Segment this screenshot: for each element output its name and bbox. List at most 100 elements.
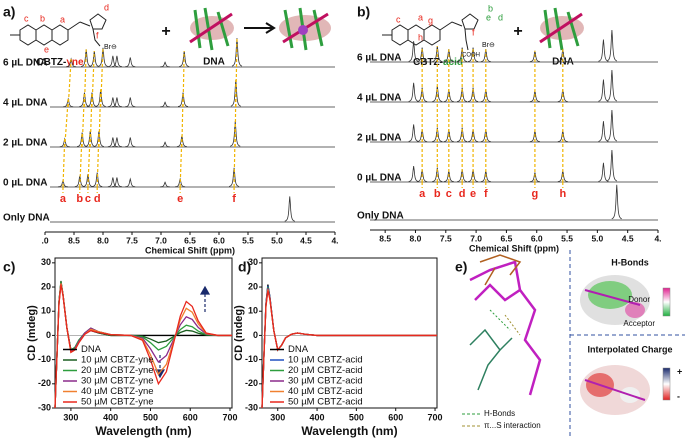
- dna-sketch: [539, 7, 584, 51]
- plot-frame: [261, 257, 438, 409]
- peak: [107, 177, 118, 188]
- shift-connector: [89, 92, 93, 148]
- y-tick-label: 30: [41, 257, 51, 267]
- donor-label: Donor: [628, 295, 650, 304]
- y-axis-label: CD (mdeg): [26, 305, 38, 361]
- docking-view: [462, 250, 685, 439]
- peak: [107, 55, 118, 68]
- x-tick-label: 500: [349, 412, 364, 422]
- legend-label: 40 µM CBTZ-acid: [288, 386, 363, 397]
- structure-letter: e: [44, 44, 49, 54]
- counterion: Br⊖: [482, 42, 495, 49]
- x-axis-label: Wavelength (nm): [301, 424, 397, 438]
- plot-frame: [54, 257, 233, 409]
- plus-sign: +: [161, 23, 170, 40]
- x-tick-label: 400: [103, 412, 118, 422]
- structure-letter: c: [24, 13, 29, 23]
- peak-label: a: [419, 188, 426, 200]
- shift-connector: [87, 130, 91, 188]
- peak: [177, 92, 189, 107]
- peak: [125, 57, 136, 68]
- peak-label: c: [446, 188, 452, 200]
- peak-label: e: [177, 193, 183, 205]
- peak-label: b: [434, 188, 441, 200]
- row-label: 0 µL DNA: [357, 173, 401, 184]
- dna-sketch: [189, 7, 234, 51]
- peak: [125, 177, 136, 188]
- structure-a: [10, 13, 107, 47]
- y-tick-label: 10: [41, 306, 51, 316]
- legend-label: 30 µM CBTZ-yne: [81, 376, 154, 387]
- legend-label: DNA: [288, 344, 309, 355]
- peak: [160, 141, 171, 148]
- x-tick-label: 6.5: [184, 235, 196, 245]
- x-tick-label: 8.5: [68, 235, 80, 245]
- row-label: 0 µL DNA: [3, 178, 47, 189]
- row-label: 6 µL DNA: [3, 58, 47, 69]
- panel-label: b): [357, 4, 370, 20]
- x-tick-label: 7.5: [126, 235, 138, 245]
- x-tick-label: 600: [183, 412, 198, 422]
- y-tick-label: -20: [245, 378, 258, 388]
- peak: [125, 137, 136, 148]
- legend-label: 10 µM CBTZ-yne: [81, 355, 154, 366]
- peak: [529, 172, 540, 183]
- row-label: 4 µL DNA: [3, 98, 47, 109]
- structure-letter: d: [104, 2, 109, 12]
- y-tick-label: 20: [248, 281, 258, 291]
- peak: [417, 47, 428, 62]
- legend-label: 30 µM CBTZ-acid: [288, 376, 363, 387]
- peak: [598, 162, 609, 182]
- surface-title: H-Bonds: [611, 257, 649, 267]
- peak: [417, 87, 428, 102]
- shift-connector: [81, 92, 86, 148]
- panel-label: a): [3, 4, 15, 20]
- row-label: Only DNA: [3, 213, 50, 224]
- peak: [160, 101, 171, 108]
- x-tick-label: 6.5: [501, 233, 513, 243]
- y-axis-label: CD (mdeg): [233, 305, 245, 361]
- shift-connector: [181, 92, 184, 148]
- structure-letter: c: [396, 14, 401, 24]
- x-tick-label: .0: [41, 235, 48, 245]
- x-tick-label: 400: [310, 412, 325, 422]
- x-tick-label: 500: [143, 412, 158, 422]
- row-label: Only DNA: [357, 211, 404, 222]
- y-tick-label: 10: [248, 306, 258, 316]
- y-tick-label: -20: [38, 378, 51, 388]
- peak: [125, 97, 136, 108]
- shift-connector: [67, 58, 72, 108]
- peak: [611, 184, 622, 220]
- compound-base: CBTZ-: [36, 57, 66, 68]
- peak: [97, 47, 109, 67]
- row-label: 4 µL DNA: [357, 93, 401, 104]
- x-tick-label: 700: [222, 412, 237, 422]
- peak: [598, 79, 609, 102]
- structure-letter: d: [498, 12, 503, 22]
- legend-label: 50 µM CBTZ-acid: [288, 397, 363, 408]
- x-tick-label: 6.0: [531, 233, 543, 243]
- shift-connector: [62, 138, 66, 188]
- peak-label: d: [459, 188, 466, 200]
- peak: [111, 177, 122, 188]
- structure-letter: g: [428, 15, 433, 25]
- x-tick-label: 8.0: [410, 233, 422, 243]
- surface-title: Interpolated Charge: [587, 344, 672, 354]
- peak: [160, 181, 171, 188]
- peak: [107, 97, 118, 108]
- peak: [86, 92, 98, 107]
- peak: [457, 127, 468, 142]
- y-tick-label: -10: [245, 354, 258, 364]
- structure-letter: a: [418, 12, 423, 22]
- peak-label: c: [85, 193, 91, 205]
- peak: [457, 47, 468, 62]
- x-tick-label: 300: [63, 412, 78, 422]
- structure-b: [382, 13, 479, 51]
- shift-connector: [96, 130, 100, 188]
- peak: [107, 137, 118, 148]
- x-tick-label: 8.5: [379, 233, 391, 243]
- y-tick-label: 20: [41, 281, 51, 291]
- structure-letter: a: [60, 14, 65, 24]
- peak-label: f: [232, 193, 236, 205]
- x-axis-label: Wavelength (nm): [95, 424, 191, 438]
